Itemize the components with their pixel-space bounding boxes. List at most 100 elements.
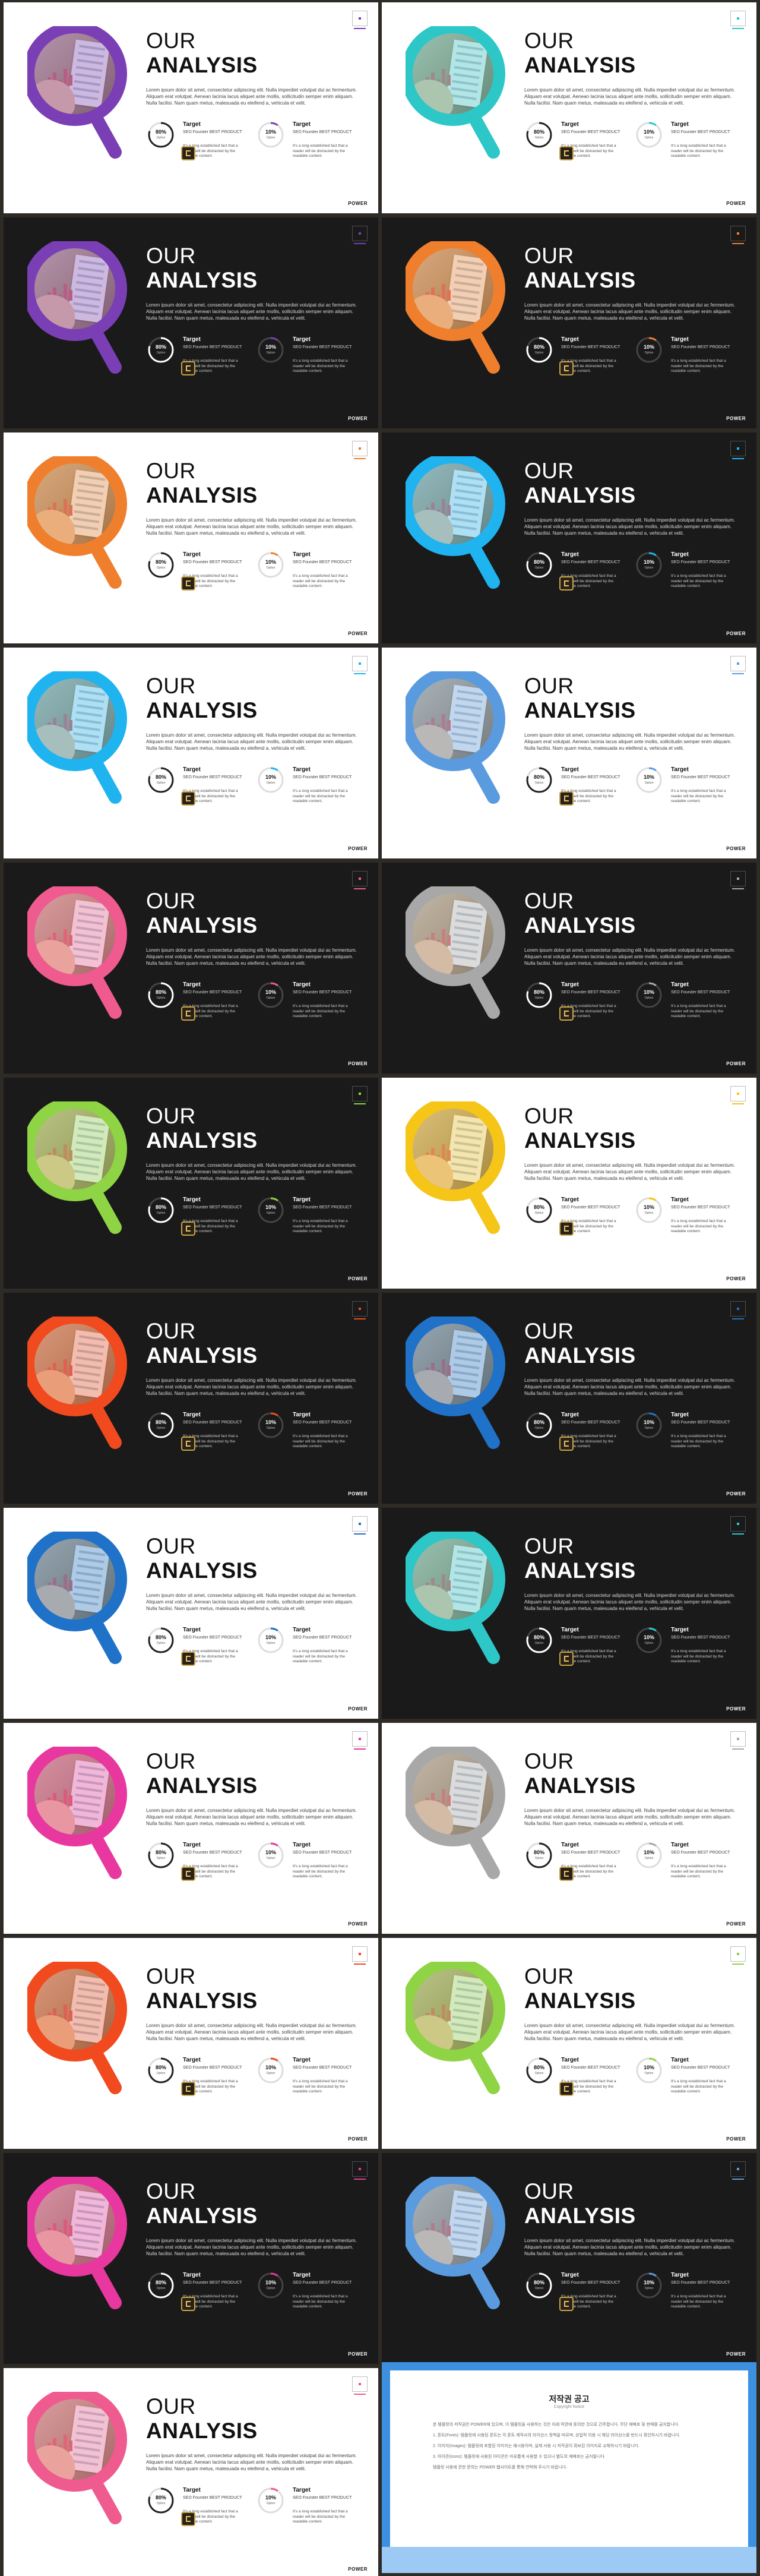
body-paragraph: Lorem ipsum dolor sit amet, consectetur … [524, 87, 735, 106]
stat-percent-sub: Option [266, 2287, 276, 2290]
corner-logo-icon [730, 1946, 746, 1965]
analysis-slide[interactable]: OUR ANALYSIS Lorem ipsum dolor sit amet,… [382, 433, 756, 643]
slide-title: OUR ANALYSIS [146, 1319, 258, 1368]
corner-logo-icon [352, 871, 368, 889]
body-paragraph: Lorem ipsum dolor sit amet, consectetur … [524, 1593, 735, 1611]
stat-percent-sub: Option [644, 351, 654, 355]
analysis-slide[interactable]: OUR ANALYSIS Lorem ipsum dolor sit amet,… [382, 1508, 756, 1719]
analysis-photo [413, 463, 493, 544]
title-line-1: OUR [524, 889, 574, 913]
title-line-2: ANALYSIS [524, 1128, 636, 1153]
stat-percent: 10% [265, 1634, 276, 1640]
analysis-slide[interactable]: OUR ANALYSIS Lorem ipsum dolor sit amet,… [4, 1078, 378, 1289]
analysis-slide[interactable]: OUR ANALYSIS Lorem ipsum dolor sit amet,… [4, 217, 378, 428]
logo-badge-icon [181, 1437, 195, 1451]
analysis-slide[interactable]: OUR ANALYSIS Lorem ipsum dolor sit amet,… [382, 863, 756, 1074]
body-paragraph: Lorem ipsum dolor sit amet, consectetur … [524, 2238, 735, 2256]
analysis-slide[interactable]: OUR ANALYSIS Lorem ipsum dolor sit amet,… [382, 1938, 756, 2149]
analysis-slide[interactable]: OUR ANALYSIS Lorem ipsum dolor sit amet,… [382, 2, 756, 213]
magnifier-graphic [27, 26, 146, 192]
stat-label-sub: SEO Founder BEST PRODUCT [293, 990, 352, 995]
stat-percent: 80% [155, 989, 166, 995]
analysis-slide[interactable]: OUR ANALYSIS Lorem ipsum dolor sit amet,… [382, 2153, 756, 2364]
stat-label: Target [561, 981, 579, 988]
analysis-slide[interactable]: OUR ANALYSIS Lorem ipsum dolor sit amet,… [4, 1508, 378, 1719]
stat-label-sub: SEO Founder BEST PRODUCT [561, 1420, 620, 1425]
stat-label-sub: SEO Founder BEST PRODUCT [561, 560, 620, 564]
analysis-slide[interactable]: OUR ANALYSIS Lorem ipsum dolor sit amet,… [4, 2153, 378, 2364]
progress-ring: 10% Option [634, 550, 664, 580]
stat-block: 80% Option Target SEO Founder BEST PRODU… [146, 120, 253, 168]
stat-label: Target [561, 551, 579, 558]
logo-badge-icon [559, 1867, 574, 1881]
analysis-slide[interactable]: OUR ANALYSIS Lorem ipsum dolor sit amet,… [4, 1938, 378, 2149]
analysis-slide[interactable]: OUR ANALYSIS Lorem ipsum dolor sit amet,… [4, 1293, 378, 1504]
body-paragraph: Lorem ipsum dolor sit amet, consectetur … [524, 2023, 735, 2041]
stat-label-sub: SEO Founder BEST PRODUCT [293, 1851, 352, 1855]
title-line-2: ANALYSIS [146, 698, 258, 722]
magnifier-graphic [27, 671, 146, 838]
stat-description: It's a long established fact that a read… [671, 1864, 726, 1879]
stat-label-sub: SEO Founder BEST PRODUCT [293, 2496, 352, 2500]
title-line-1: OUR [146, 2394, 196, 2419]
stat-description: It's a long established fact that a read… [293, 1434, 348, 1448]
analysis-slide[interactable]: OUR ANALYSIS Lorem ipsum dolor sit amet,… [4, 863, 378, 1074]
brand-label: POWER [726, 846, 746, 851]
stat-percent-sub: Option [266, 351, 276, 355]
stat-block: 10% Option Target SEO Founder BEST PRODU… [634, 120, 741, 168]
copyright-body: 본 템플릿의 저작권은 POWER에 있으며, 이 템플릿을 사용하는 것은 아… [433, 2422, 706, 2475]
progress-ring: 80% Option [146, 980, 176, 1010]
stat-label-sub: SEO Founder BEST PRODUCT [183, 990, 242, 995]
stat-block: 80% Option Target SEO Founder BEST PRODU… [524, 980, 631, 1028]
analysis-slide[interactable]: OUR ANALYSIS Lorem ipsum dolor sit amet,… [382, 1293, 756, 1504]
title-line-1: OUR [524, 1319, 574, 1343]
corner-logo-icon [730, 226, 746, 244]
stat-percent: 80% [533, 989, 544, 995]
title-line-2: ANALYSIS [524, 698, 636, 722]
progress-ring: 10% Option [256, 1195, 286, 1225]
slide-title: OUR ANALYSIS [146, 889, 258, 937]
slide-title: OUR ANALYSIS [146, 1104, 258, 1153]
body-paragraph: Lorem ipsum dolor sit amet, consectetur … [146, 1163, 357, 1181]
analysis-slide[interactable]: OUR ANALYSIS Lorem ipsum dolor sit amet,… [4, 648, 378, 858]
corner-logo-icon [352, 2161, 368, 2180]
stat-label: Target [183, 121, 201, 128]
title-line-2: ANALYSIS [524, 1558, 636, 1583]
title-line-2: ANALYSIS [146, 913, 258, 937]
stat-description: It's a long established fact that a read… [183, 1649, 238, 1663]
analysis-slide[interactable]: OUR ANALYSIS Lorem ipsum dolor sit amet,… [382, 1723, 756, 1934]
stat-percent: 80% [533, 774, 544, 780]
progress-ring: 10% Option [634, 1625, 664, 1655]
stat-label-sub: SEO Founder BEST PRODUCT [671, 560, 730, 564]
title-line-2: ANALYSIS [524, 53, 636, 77]
magnifier-icon [27, 1317, 127, 1449]
title-line-2: ANALYSIS [146, 1988, 258, 2013]
stat-block: 10% Option Target SEO Founder BEST PRODU… [634, 765, 741, 813]
logo-badge-icon [559, 791, 574, 806]
magnifier-graphic [27, 456, 146, 623]
analysis-slide[interactable]: OUR ANALYSIS Lorem ipsum dolor sit amet,… [382, 1078, 756, 1289]
analysis-slide[interactable]: OUR ANALYSIS Lorem ipsum dolor sit amet,… [4, 2368, 378, 2576]
stat-percent-sub: Option [156, 2072, 166, 2075]
analysis-photo [413, 1324, 493, 1404]
analysis-photo [34, 2399, 115, 2480]
analysis-slide[interactable]: OUR ANALYSIS Lorem ipsum dolor sit amet,… [4, 2, 378, 213]
stat-label-sub: SEO Founder BEST PRODUCT [183, 345, 242, 349]
stat-label: Target [561, 2057, 579, 2063]
body-paragraph: Lorem ipsum dolor sit amet, consectetur … [524, 1163, 735, 1181]
stat-label-sub: SEO Founder BEST PRODUCT [671, 1851, 730, 1855]
analysis-slide[interactable]: OUR ANALYSIS Lorem ipsum dolor sit amet,… [4, 1723, 378, 1934]
stat-percent-sub: Option [644, 1857, 654, 1860]
title-line-1: OUR [146, 244, 196, 268]
analysis-slide[interactable]: OUR ANALYSIS Lorem ipsum dolor sit amet,… [382, 648, 756, 858]
stat-description: It's a long established fact that a read… [671, 359, 726, 373]
stat-label-sub: SEO Founder BEST PRODUCT [183, 1636, 242, 1640]
stat-description: It's a long established fact that a read… [183, 1219, 238, 1233]
analysis-photo [34, 894, 115, 974]
analysis-slide[interactable]: OUR ANALYSIS Lorem ipsum dolor sit amet,… [4, 433, 378, 643]
stat-label: Target [183, 981, 201, 988]
title-line-1: OUR [146, 889, 196, 913]
stat-label: Target [293, 551, 311, 558]
analysis-slide[interactable]: OUR ANALYSIS Lorem ipsum dolor sit amet,… [382, 217, 756, 428]
stat-percent: 80% [533, 1634, 544, 1640]
